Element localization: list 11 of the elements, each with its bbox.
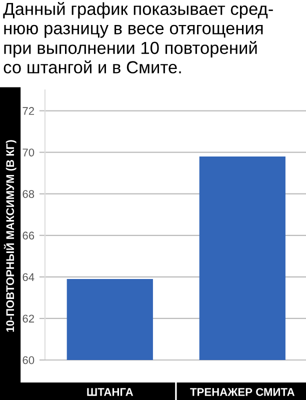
y-tick-label: 72 <box>22 107 34 115</box>
y-tick-label: 62 <box>22 314 34 323</box>
x-tick-label: ШТАНГА <box>87 388 134 396</box>
y-tick-label: 60 <box>22 356 34 364</box>
x-tick-label: ТРЕНАЖЕР СМИТА <box>190 388 295 396</box>
y-tick-label: 66 <box>22 232 34 240</box>
y-tick-label: 64 <box>22 273 34 282</box>
y-tick-label: 68 <box>22 190 34 198</box>
chart-title: Данный график показывает сред- нюю разницу в весе отягощения при выполнении 10 повторений со штангой и в Смите. <box>3 2 273 74</box>
y-tick-label: 70 <box>22 148 34 156</box>
y-axis-title: 10-ПОВТОРНЫЙ МАКСИМУМ (В КГ) <box>4 140 16 332</box>
